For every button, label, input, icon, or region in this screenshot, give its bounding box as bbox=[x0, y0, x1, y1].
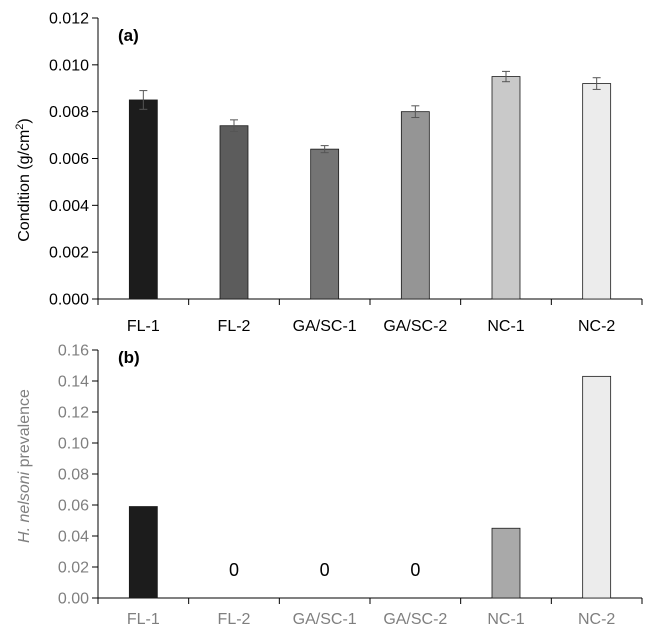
panel-a-y-tick-label: 0.012 bbox=[49, 11, 89, 28]
panel-a-bar-ga-sc-2 bbox=[400, 111, 430, 300]
panel-a-y-tick-label: 0.008 bbox=[49, 104, 89, 121]
panel-a-x-tick-label: GA/SC-2 bbox=[383, 318, 447, 335]
panel-b-data-label: 0 bbox=[229, 560, 239, 580]
panel-b-y-tick-label: 0.04 bbox=[58, 529, 89, 546]
panel-b-bar-nc-2 bbox=[582, 375, 612, 599]
panel-b-y-tick-label: 0.08 bbox=[58, 467, 89, 484]
panel-a-y-axis-label-main: Condition (g/cm bbox=[16, 130, 33, 242]
panel-b-y-tick-label: 0.14 bbox=[58, 374, 89, 391]
panel-a-y-tick-label: 0.006 bbox=[49, 151, 89, 168]
panel-a-y-axis-label: Condition (g/cm2) bbox=[14, 118, 33, 242]
panel-a-bar-fl-1 bbox=[128, 99, 158, 300]
panel-b-y-tick-label: 0.02 bbox=[58, 560, 89, 577]
panel-a-y-tick-label: 0.002 bbox=[49, 245, 89, 262]
panel-a-x-tick-label: NC-2 bbox=[578, 318, 615, 335]
panel-b-y-axis-label-rest: prevalence bbox=[16, 389, 33, 472]
panel-a-chart: (a) Condition (g/cm2) 0.000 0.002 0.004 0.0… bbox=[14, 11, 643, 335]
panel-b-x-tick-label: GA/SC-1 bbox=[293, 611, 357, 628]
panel-a-y-axis-label-sup: 2 bbox=[14, 124, 26, 130]
panel-a-label: (a) bbox=[118, 26, 139, 45]
panel-a-y-axis-label-close: ) bbox=[16, 118, 33, 123]
panel-b-y-tick-label: 0.10 bbox=[58, 436, 89, 453]
panel-b-y-tick-label: 0.00 bbox=[58, 591, 89, 608]
panel-b-y-tick-label: 0.12 bbox=[58, 405, 89, 422]
panel-a-bar-nc-1 bbox=[491, 76, 521, 300]
panel-b-x-tick-label: GA/SC-2 bbox=[383, 611, 447, 628]
panel-b-y-tick-label: 0.16 bbox=[58, 343, 89, 360]
panel-a-x-tick-label: GA/SC-1 bbox=[293, 318, 357, 335]
panel-a-x-tick-label: FL-2 bbox=[218, 318, 251, 335]
panel-b-y-axis-label-species: H. nelsoni bbox=[16, 471, 33, 543]
panel-b-x-tick-label: FL-1 bbox=[127, 611, 160, 628]
panel-b-data-label: 0 bbox=[320, 560, 330, 580]
panel-a-x-tick-label: NC-1 bbox=[487, 318, 524, 335]
panel-b-y-axis-label: H. nelsoni prevalence bbox=[16, 389, 33, 543]
panel-a-x-tick-label: FL-1 bbox=[127, 318, 160, 335]
panel-a-bar-fl-2 bbox=[219, 125, 249, 300]
panel-b-data-label: 0 bbox=[410, 560, 420, 580]
panel-b-y-tick-label: 0.06 bbox=[58, 498, 89, 515]
panel-a-y-tick-label: 0.010 bbox=[49, 57, 89, 74]
panel-b-chart: (b) H. nelsoni prevalence 0.00 0.02 0.04 0.… bbox=[16, 343, 643, 628]
panel-b-label: (b) bbox=[118, 348, 140, 367]
panel-a-y-tick-label: 0.000 bbox=[49, 292, 89, 309]
panel-b-bar-nc-1 bbox=[491, 527, 521, 599]
panel-b-bar-fl-1 bbox=[128, 506, 158, 599]
panel-a-y-tick-label: 0.004 bbox=[49, 198, 89, 215]
panel-b-x-tick-label: NC-2 bbox=[578, 611, 615, 628]
panel-b-x-tick-label: FL-2 bbox=[218, 611, 251, 628]
panel-a-bar-ga-sc-1 bbox=[310, 148, 340, 300]
panel-b-x-tick-label: NC-1 bbox=[487, 611, 524, 628]
panel-a-bar-nc-2 bbox=[582, 83, 612, 300]
